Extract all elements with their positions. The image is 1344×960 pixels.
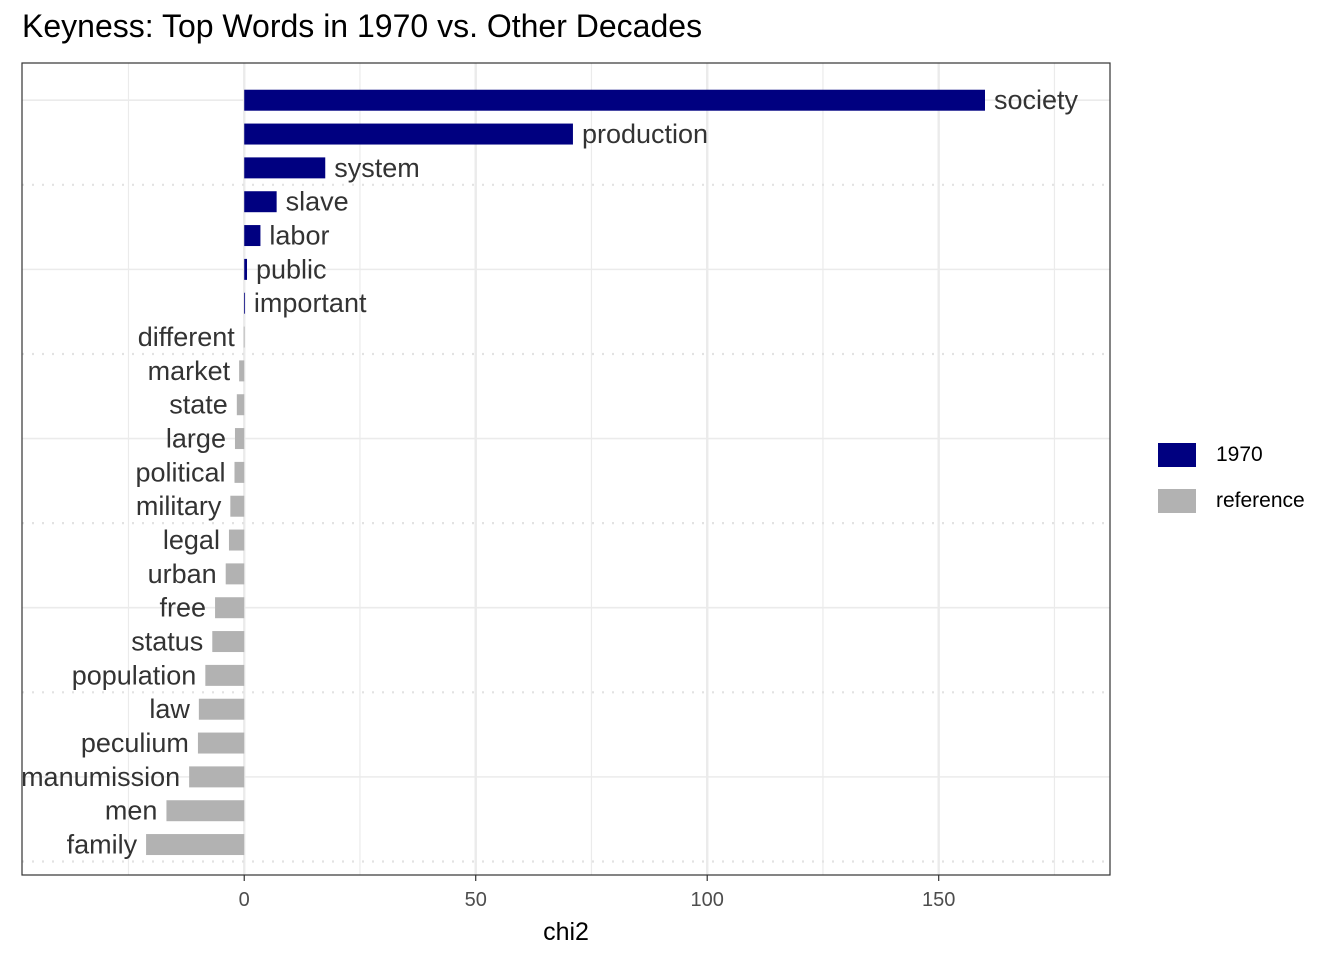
bar-slave	[244, 191, 277, 213]
legend-swatch-1970	[1158, 443, 1196, 467]
bar-military	[230, 495, 245, 517]
bar-label-law: law	[149, 694, 190, 724]
bar-label-political: political	[135, 457, 225, 487]
bar-peculium	[197, 732, 245, 754]
bar-label-important: important	[254, 288, 367, 318]
bar-status	[212, 631, 245, 653]
bar-label-state: state	[169, 390, 228, 420]
bar-market	[239, 360, 245, 382]
bar-label-manumission: manumission	[21, 762, 180, 792]
bar-label-population: population	[72, 660, 197, 690]
bar-label-legal: legal	[163, 525, 220, 555]
bar-label-labor: labor	[269, 221, 329, 251]
bar-label-military: military	[136, 491, 222, 521]
bar-label-slave: slave	[286, 187, 349, 217]
x-tick-label: 150	[922, 889, 955, 911]
legend-label-reference: reference	[1216, 489, 1305, 512]
bar-label-public: public	[256, 254, 327, 284]
x-tick-label: 0	[239, 889, 250, 911]
chart-title: Keyness: Top Words in 1970 vs. Other Dec…	[22, 8, 703, 44]
bar-label-different: different	[138, 322, 236, 352]
bar-law	[198, 698, 245, 720]
bar-men	[166, 800, 245, 822]
legend: 1970 reference	[1158, 432, 1305, 524]
bar-important	[244, 292, 246, 314]
x-axis-ticks: 0 50 100 150	[239, 875, 955, 911]
bar-production	[244, 123, 573, 145]
bar-label-family: family	[67, 830, 138, 860]
bar-labor	[244, 225, 261, 247]
bar-label-system: system	[334, 153, 420, 183]
bar-label-market: market	[148, 356, 231, 386]
bar-label-peculium: peculium	[81, 728, 189, 758]
bar-population	[205, 664, 245, 686]
bar-label-free: free	[160, 593, 207, 623]
bar-manumission	[189, 766, 245, 788]
bar-label-men: men	[105, 796, 158, 826]
bar-urban	[225, 563, 245, 585]
bar-system	[244, 157, 326, 179]
legend-item-reference: reference	[1158, 478, 1305, 524]
bars-layer	[146, 89, 985, 856]
bar-legal	[228, 529, 245, 551]
bar-public	[244, 258, 248, 280]
bar-different	[243, 326, 245, 348]
bar-label-status: status	[131, 627, 203, 657]
plot-panel-border	[21, 62, 1111, 876]
x-tick-label: 100	[691, 889, 724, 911]
bar-label-production: production	[582, 119, 708, 149]
bar-society	[244, 89, 985, 111]
x-axis-label: chi2	[543, 918, 589, 946]
legend-label-1970: 1970	[1216, 443, 1263, 466]
bar-state	[236, 394, 245, 416]
bar-label-large: large	[166, 424, 226, 454]
legend-item-1970: 1970	[1158, 432, 1305, 478]
x-tick-label: 50	[465, 889, 487, 911]
bar-family	[146, 834, 245, 856]
bar-label-urban: urban	[148, 559, 217, 589]
bar-free	[215, 597, 245, 619]
legend-swatch-reference	[1158, 489, 1196, 513]
bar-label-society: society	[994, 85, 1079, 115]
bar-political	[234, 461, 245, 483]
bar-large	[234, 428, 245, 450]
